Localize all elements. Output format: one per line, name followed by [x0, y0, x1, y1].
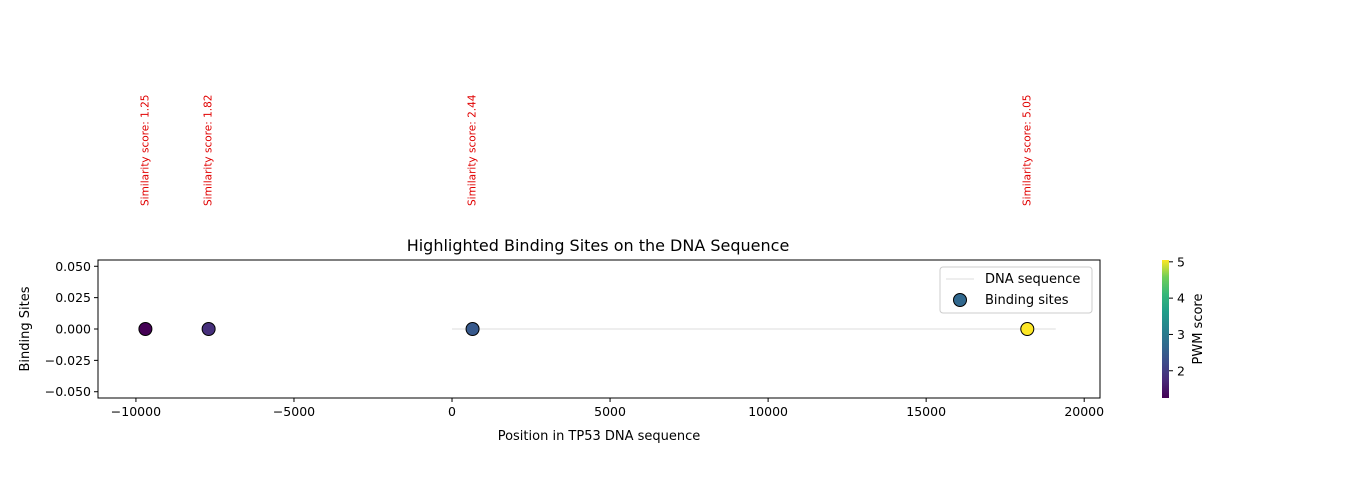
y-axis-ticks: 0.050 0.025 0.000 −0.025 −0.050 [45, 259, 98, 399]
similarity-annotation: Similarity score: 2.44 [467, 94, 479, 206]
binding-site-point [201, 322, 216, 336]
legend-marker-swatch [953, 293, 967, 307]
legend-label-dna: DNA sequence [985, 272, 1080, 287]
x-tick-label: 10000 [748, 404, 788, 419]
colorbar-tick-label: 2 [1177, 363, 1185, 378]
colorbar-tick-label: 3 [1177, 327, 1185, 342]
similarity-annotation: Similarity score: 1.25 [139, 95, 151, 206]
similarity-annotation: Similarity score: 5.05 [1021, 95, 1033, 206]
x-axis-ticks: −10000 −5000 0 5000 10000 15000 20000 [111, 398, 1104, 419]
y-tick-label: −0.025 [45, 353, 91, 368]
colorbar-ticks: 2 3 4 5 [1169, 254, 1185, 378]
legend-box [939, 266, 1093, 314]
colorbar [1162, 260, 1169, 398]
binding-site-point [138, 322, 153, 336]
annotations: Similarity score: 1.25 Similarity score: … [139, 94, 1033, 206]
colorbar-tick-label: 4 [1177, 291, 1185, 306]
binding-site-point [1020, 322, 1035, 336]
x-tick-label: −10000 [111, 404, 161, 419]
similarity-annotation: Similarity score: 1.82 [203, 95, 215, 206]
x-tick-label: 15000 [906, 404, 946, 419]
x-tick-label: 0 [448, 404, 456, 419]
y-tick-label: 0.025 [55, 290, 91, 305]
legend-label-binding: Binding sites [985, 293, 1069, 308]
plot-frame [97, 259, 1101, 399]
chart-title: Highlighted Binding Sites on the DNA Seq… [407, 236, 790, 255]
y-tick-label: 0.000 [55, 322, 91, 337]
legend: DNA sequence Binding sites [939, 266, 1093, 314]
series-layer [138, 322, 1056, 336]
colorbar-tick-label: 5 [1177, 254, 1185, 269]
y-tick-label: −0.050 [45, 384, 91, 399]
x-tick-label: 20000 [1064, 404, 1104, 419]
x-axis-label: Position in TP53 DNA sequence [498, 429, 701, 444]
y-tick-label: 0.050 [55, 259, 91, 274]
x-tick-label: 5000 [594, 404, 626, 419]
y-axis-label: Binding Sites [18, 286, 33, 371]
x-tick-label: −5000 [273, 404, 315, 419]
colorbar-label: PWM score [1191, 294, 1206, 365]
binding-site-point [465, 322, 480, 336]
